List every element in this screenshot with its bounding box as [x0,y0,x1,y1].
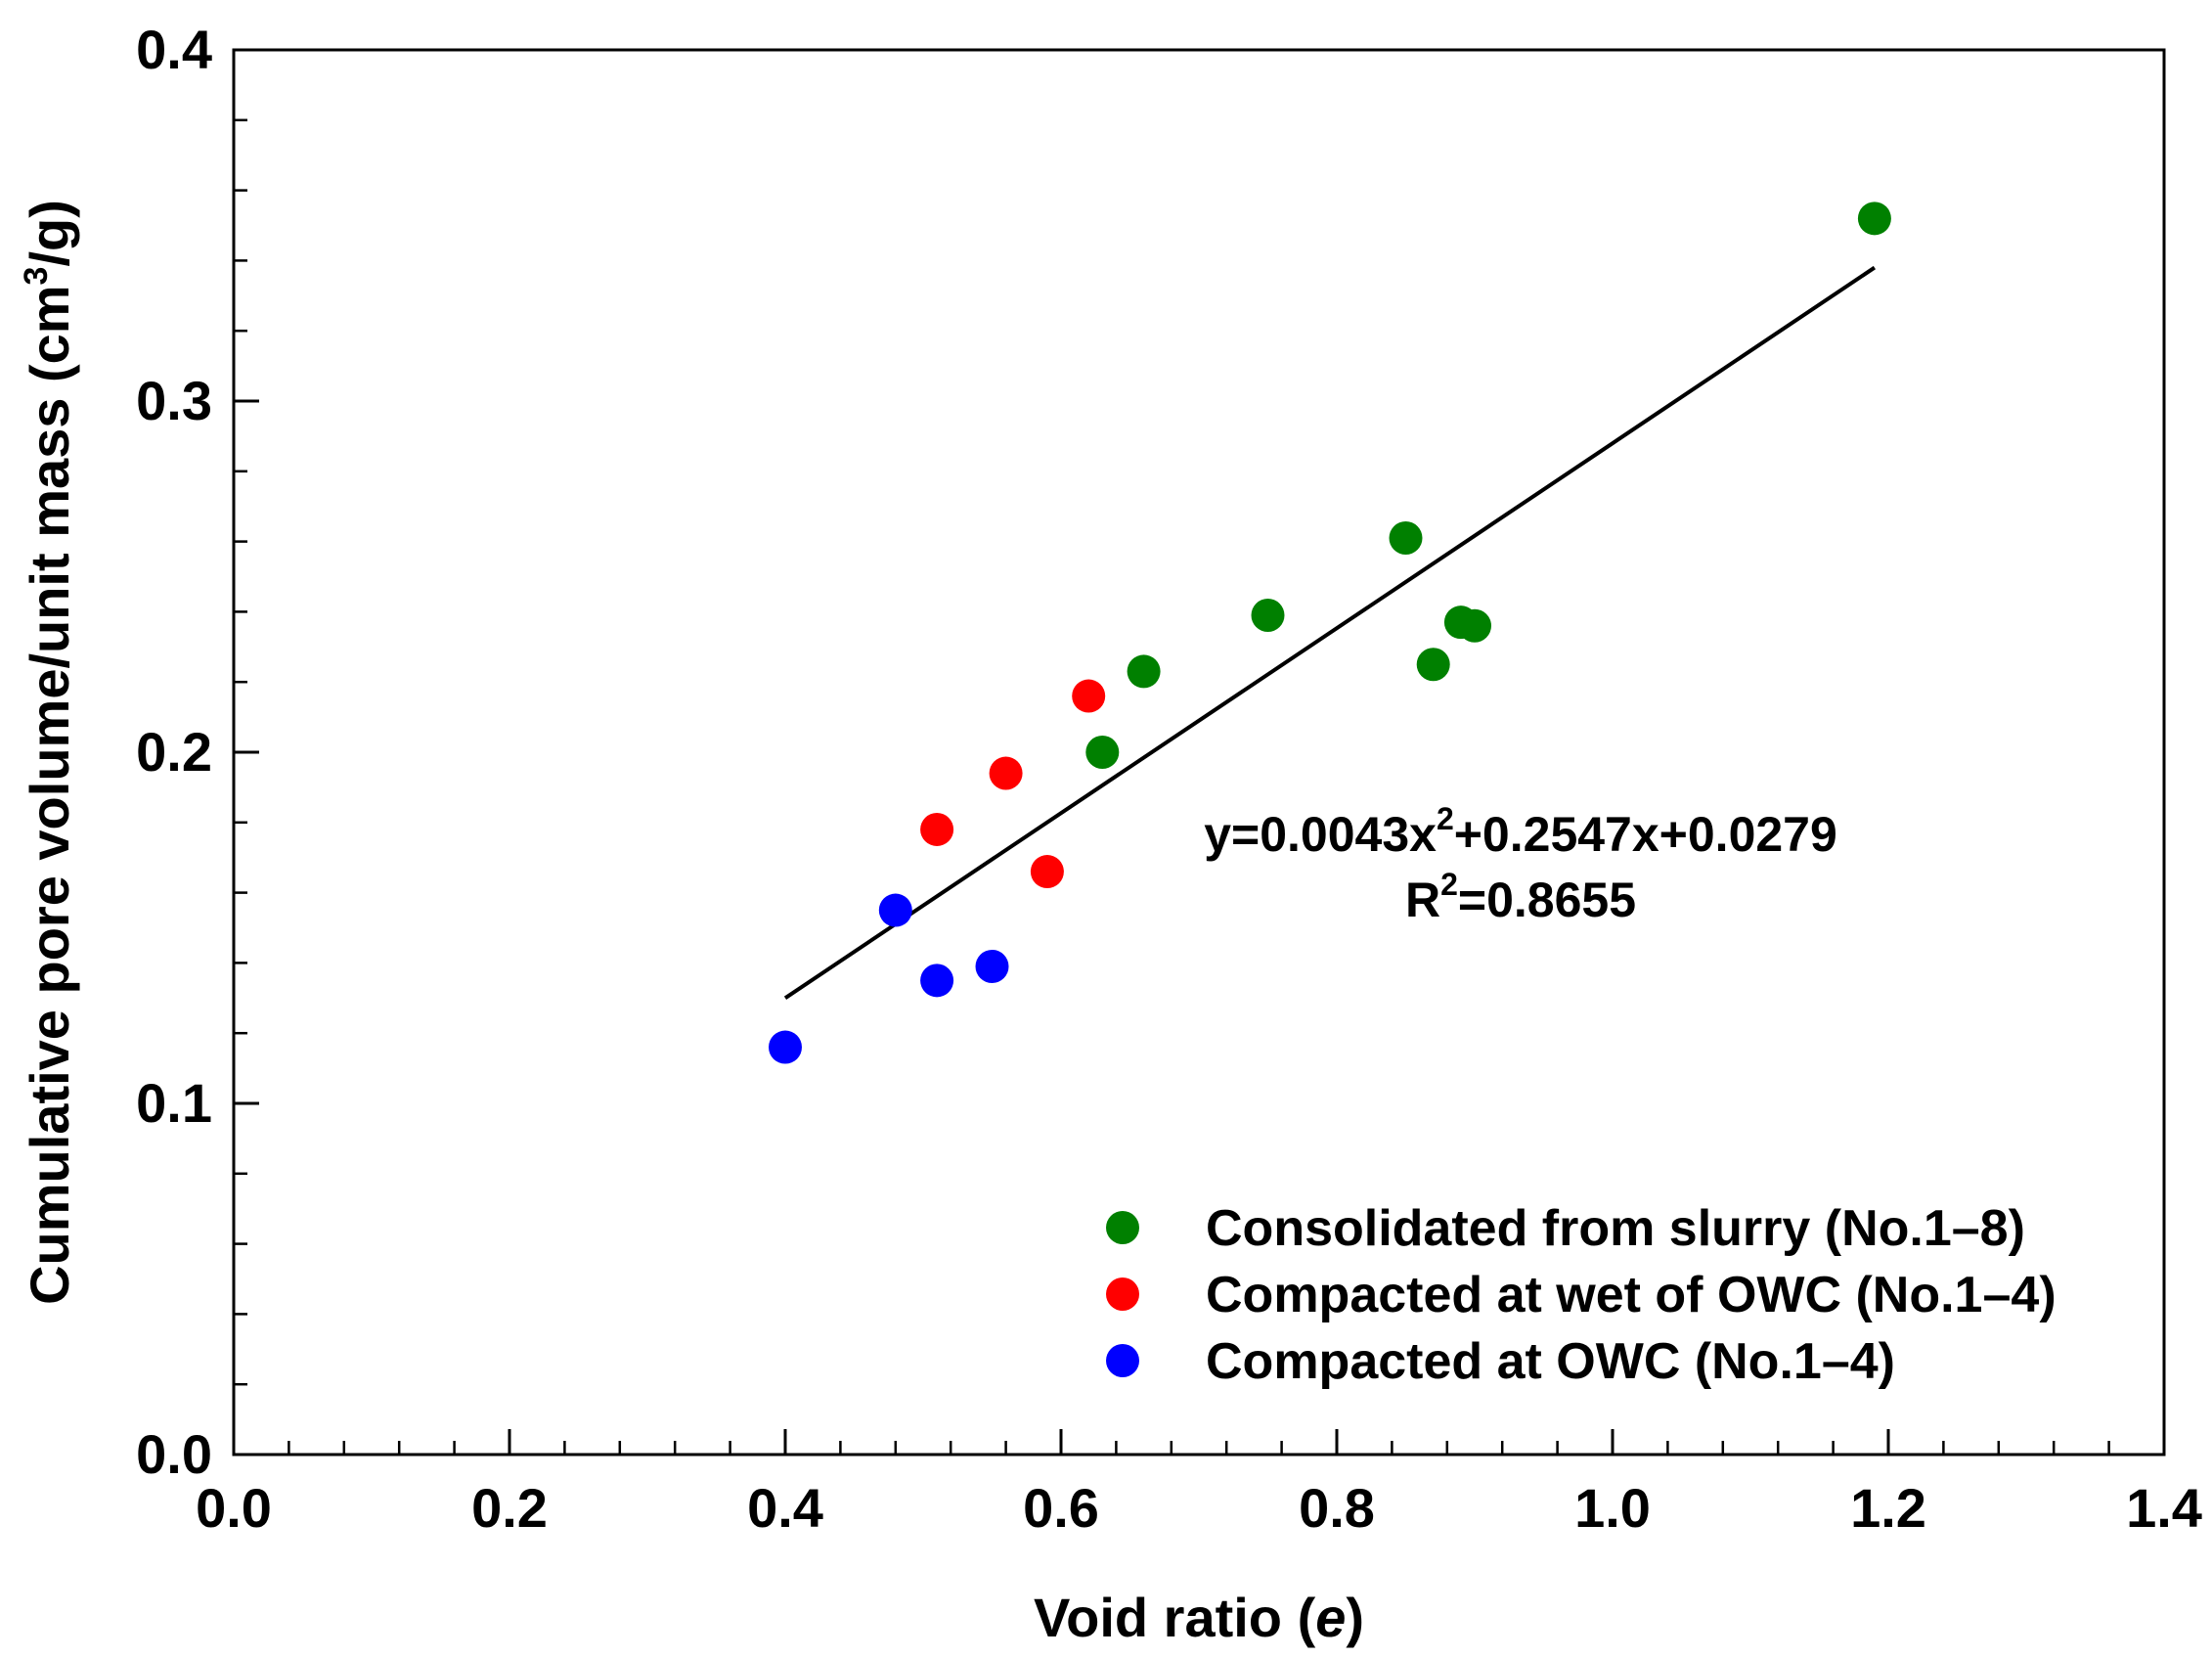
y-axis-title: Cumulative pore volume/unit mass (cm3/g) [18,200,80,1305]
data-points [769,202,1891,1064]
y-axis-ticks: 0.0 0.1 0.2 0.3 0.4 [136,19,259,1485]
data-point-series-1 [1085,736,1120,769]
data-point-series-1 [1458,608,1491,643]
y-tick-label: 0.4 [136,19,212,80]
legend: Consolidated from slurry (No.1–8) Compact… [1106,1200,2057,1390]
fit-equation: y=0.0043x2+0.2547x+0.0279 [1204,801,1837,862]
x-tick-label: 1.4 [2126,1477,2202,1539]
data-point-series-3 [975,949,1009,983]
x-tick-label: 0.6 [1023,1477,1099,1539]
y-tick-label: 0.0 [136,1423,212,1485]
y-tick-label: 0.1 [136,1072,212,1134]
x-tick-label: 0.8 [1299,1477,1375,1539]
y-tick-label: 0.3 [136,370,212,431]
legend-marker [1106,1344,1139,1377]
data-point-series-2 [989,756,1023,790]
x-tick-label: 1.2 [1850,1477,1926,1539]
x-tick-label: 0.2 [471,1477,548,1539]
y-tick-label: 0.2 [136,721,212,783]
x-tick-label: 0.0 [196,1477,272,1539]
x-axis-title: Void ratio (e) [1034,1587,1364,1648]
data-point-series-2 [920,812,954,846]
legend-label: Consolidated from slurry (No.1–8) [1206,1200,2025,1257]
data-point-series-1 [1416,648,1450,682]
data-point-series-3 [878,893,912,927]
x-axis-ticks: 0.0 0.2 0.4 0.6 0.8 1.0 1.2 1.4 [196,1429,2202,1539]
legend-marker [1106,1211,1139,1244]
data-point-series-3 [920,963,954,998]
data-point-series-1 [1857,202,1891,236]
data-point-series-1 [1251,598,1285,632]
data-point-series-1 [1389,521,1423,556]
fit-line [783,265,1877,1000]
data-point-series-3 [769,1030,802,1064]
data-point-series-2 [1030,855,1064,889]
r-squared: R2=0.8655 [1405,867,1636,927]
legend-label: Compacted at wet of OWC (No.1–4) [1206,1267,2057,1323]
x-tick-label: 0.4 [747,1477,823,1539]
legend-marker [1106,1277,1139,1311]
legend-label: Compacted at OWC (No.1–4) [1206,1333,1895,1390]
x-tick-label: 1.0 [1574,1477,1651,1539]
data-point-series-2 [1072,679,1106,713]
data-point-series-1 [1127,654,1161,689]
